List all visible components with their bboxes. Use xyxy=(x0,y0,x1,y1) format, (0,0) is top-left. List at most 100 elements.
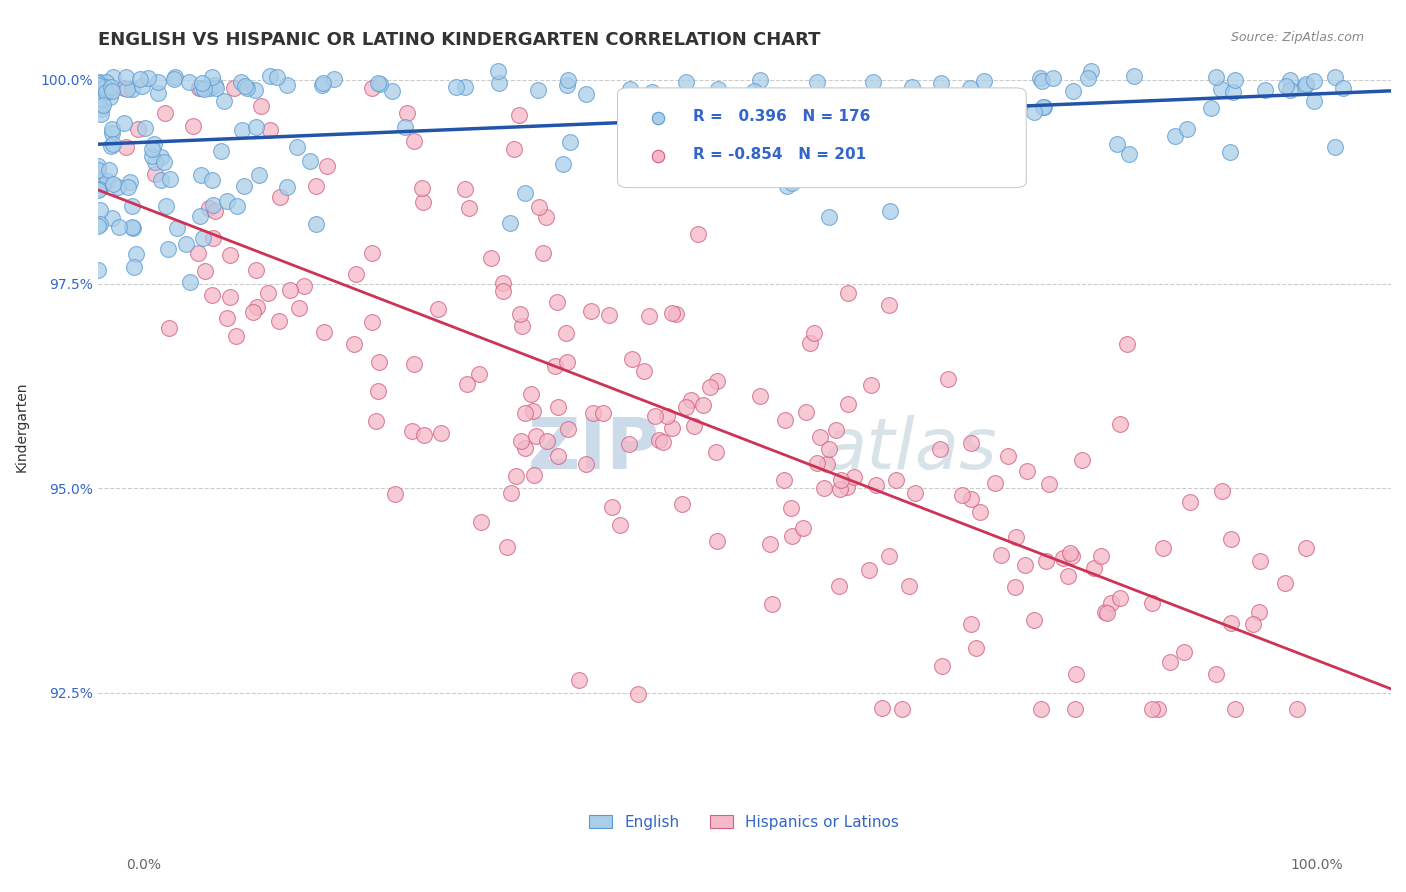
Legend: English, Hispanics or Latinos: English, Hispanics or Latinos xyxy=(583,808,905,836)
Point xyxy=(647,767,669,781)
Point xyxy=(259,122,281,136)
Point xyxy=(103,70,125,85)
Point xyxy=(1324,70,1347,84)
Point xyxy=(89,171,111,186)
Point xyxy=(870,700,893,714)
Point xyxy=(117,180,139,194)
Point xyxy=(897,579,920,593)
Point xyxy=(454,80,477,95)
Point xyxy=(427,301,450,316)
Point xyxy=(1095,607,1118,621)
Point xyxy=(214,95,236,109)
Point xyxy=(190,168,212,182)
Point xyxy=(837,286,859,301)
Point xyxy=(456,377,478,392)
Point xyxy=(707,81,730,95)
Point xyxy=(219,248,242,262)
Y-axis label: Kindergarten: Kindergarten xyxy=(15,382,30,472)
Text: R =   0.396   N = 176: R = 0.396 N = 176 xyxy=(693,110,870,124)
Point xyxy=(1222,85,1244,99)
Point xyxy=(1178,495,1201,509)
Point xyxy=(90,102,112,116)
Text: Source: ZipAtlas.com: Source: ZipAtlas.com xyxy=(1230,31,1364,45)
Point xyxy=(1038,476,1060,491)
Point xyxy=(143,155,166,169)
Text: 100.0%: 100.0% xyxy=(1291,858,1343,872)
Point xyxy=(468,367,491,381)
Point xyxy=(155,199,177,213)
Point xyxy=(367,384,389,398)
Point xyxy=(969,505,991,519)
Point xyxy=(305,217,328,231)
Point xyxy=(364,414,387,428)
Point xyxy=(1274,575,1296,590)
Point xyxy=(808,430,831,444)
Point xyxy=(1005,530,1028,544)
Point xyxy=(527,200,550,214)
Point xyxy=(157,242,180,256)
Point xyxy=(1031,74,1053,88)
Point xyxy=(141,142,163,156)
Point xyxy=(837,397,859,411)
Point xyxy=(558,135,581,149)
Point xyxy=(231,123,253,137)
Point xyxy=(155,105,177,120)
Point xyxy=(842,470,865,484)
Point xyxy=(93,80,115,95)
Point xyxy=(551,157,574,171)
Point xyxy=(242,305,264,319)
Point xyxy=(163,71,186,86)
Point xyxy=(686,227,709,241)
Point xyxy=(931,76,953,90)
Point xyxy=(470,516,492,530)
Point xyxy=(1063,702,1085,716)
Point xyxy=(1060,549,1083,564)
Point xyxy=(142,136,165,151)
Text: atlas: atlas xyxy=(823,415,997,483)
Point xyxy=(706,534,728,549)
Point xyxy=(890,702,912,716)
Point xyxy=(193,82,215,96)
Point xyxy=(806,75,828,89)
Point xyxy=(650,142,672,156)
Point xyxy=(190,80,212,95)
Point xyxy=(627,687,650,701)
Point xyxy=(121,199,143,213)
Point xyxy=(1303,74,1326,88)
Point xyxy=(368,355,391,369)
Point xyxy=(343,337,366,351)
Point xyxy=(803,326,825,340)
Point xyxy=(748,73,770,87)
Point xyxy=(818,210,841,224)
Point xyxy=(1175,121,1198,136)
Point xyxy=(799,335,821,350)
Point xyxy=(865,477,887,491)
Point xyxy=(1173,645,1195,659)
Point xyxy=(575,457,598,471)
Point xyxy=(217,311,239,326)
Point xyxy=(298,154,321,169)
Point xyxy=(226,199,249,213)
Point xyxy=(1052,551,1074,566)
Point xyxy=(222,80,245,95)
Point xyxy=(950,488,973,502)
Point xyxy=(96,174,118,188)
Point xyxy=(280,284,302,298)
Point xyxy=(619,82,641,96)
Point xyxy=(1057,568,1080,582)
Point xyxy=(1147,702,1170,716)
Point xyxy=(1205,70,1227,84)
Point xyxy=(201,173,224,187)
Point xyxy=(1090,549,1112,564)
Point xyxy=(582,407,605,421)
Point xyxy=(322,72,344,87)
Point xyxy=(776,179,799,194)
Point xyxy=(153,155,176,169)
Point xyxy=(201,288,224,302)
Point xyxy=(202,197,225,211)
Point xyxy=(600,500,623,514)
Point xyxy=(960,617,983,632)
Point xyxy=(884,473,907,487)
Point xyxy=(89,217,111,231)
Point xyxy=(486,64,509,78)
